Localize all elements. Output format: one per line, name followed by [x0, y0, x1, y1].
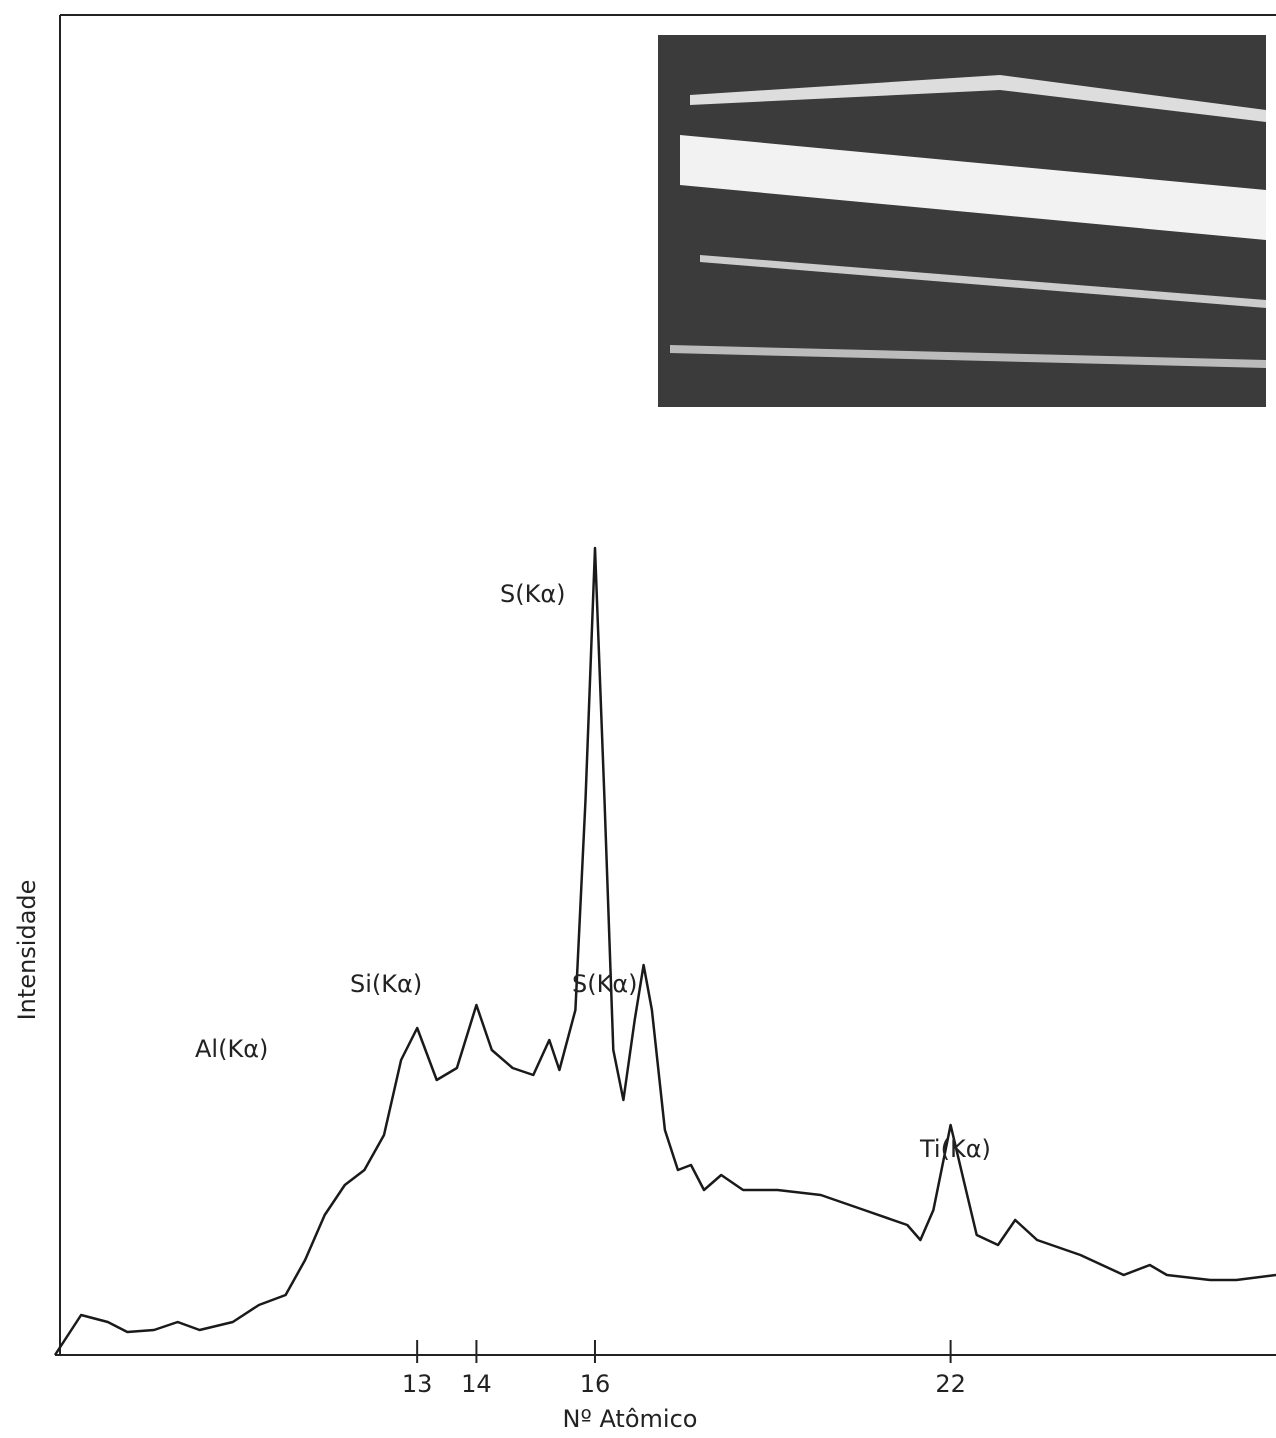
- peak-annotation: Ti(Kα): [919, 1135, 991, 1163]
- peak-annotation: Al(Kα): [195, 1035, 268, 1063]
- photo-streak: [690, 75, 1266, 122]
- x-tick-label: 13: [402, 1370, 433, 1398]
- x-tick-label: 14: [461, 1370, 492, 1398]
- y-axis-label: Intensidade: [13, 880, 41, 1021]
- x-axis-label: Nº Atômico: [563, 1405, 698, 1433]
- x-tick-label: 16: [580, 1370, 611, 1398]
- peak-annotation: S(Kα): [572, 970, 638, 998]
- photo-band: [680, 135, 1266, 240]
- photo-streak: [670, 345, 1266, 368]
- photo-streak: [700, 255, 1266, 308]
- x-tick-label: 22: [935, 1370, 966, 1398]
- peak-annotation: Si(Kα): [350, 970, 422, 998]
- spectrum-line: [53, 546, 1276, 1356]
- inset-micrograph: [658, 35, 1266, 407]
- peak-annotation: S(Kα): [500, 580, 566, 608]
